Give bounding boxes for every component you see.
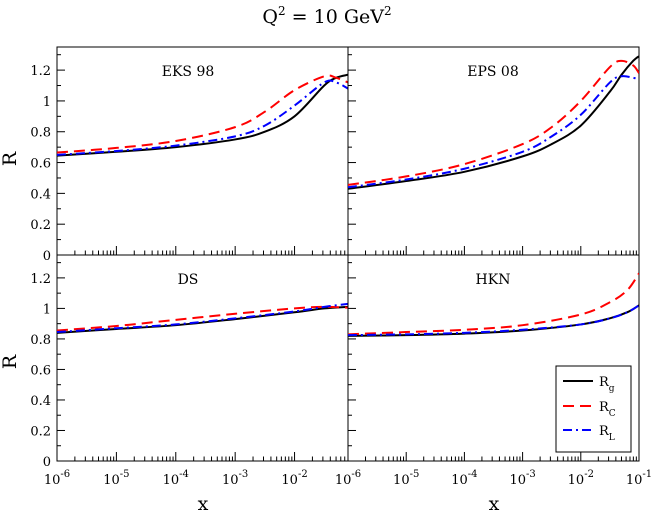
y-tick-label: 1.2 [30, 272, 51, 287]
x-axis-title-right: x [489, 493, 500, 514]
chart-title: Q2 = 10 GeV2 [262, 4, 391, 28]
title-gev-exponent: 2 [384, 4, 392, 18]
legend-box [555, 365, 632, 453]
y-tick-label: 0.6 [30, 363, 51, 378]
y-tick-label: 0.2 [30, 218, 51, 233]
panel-label: EPS 08 [467, 64, 519, 80]
curves-group [57, 302, 348, 334]
x-tick-exponent: -6 [351, 469, 361, 480]
series-line-rl [57, 79, 348, 156]
y-tick-label: 0.8 [30, 333, 51, 348]
y-axis-title-bottom: R [0, 354, 21, 369]
series-line-rc [57, 74, 348, 154]
title-q: Q [262, 6, 278, 28]
series-line-rg [348, 304, 639, 337]
panel-label: HKN [476, 272, 511, 288]
panel-label: EKS 98 [162, 64, 215, 80]
x-tick-base: 10 [568, 473, 585, 488]
curves-group [57, 73, 348, 157]
y-tick-label: 0.6 [30, 157, 51, 172]
legend-label-rl: RL [599, 424, 615, 443]
x-tick-exponent: -3 [526, 469, 536, 480]
y-tick-label: 0.2 [30, 424, 51, 439]
x-tick-label-right: 10-3 [509, 469, 535, 488]
series-line-rl [348, 304, 639, 337]
legend-label-rc: RC [599, 400, 616, 419]
legend-label-subscript: L [609, 433, 615, 443]
series-line-rg [348, 55, 639, 190]
x-tick-base: 10 [103, 473, 120, 488]
y-tick-label: 0.4 [30, 394, 51, 409]
y-tick-label: 1 [43, 95, 51, 110]
legend-label-base: R [599, 424, 610, 439]
y-axis-title-top: R [0, 151, 21, 166]
legend-label-subscript: C [609, 409, 616, 419]
series-line-rg [57, 73, 348, 157]
series-line-rc [57, 305, 348, 332]
panel-ds: DS [56, 254, 349, 462]
x-tick-exponent: -4 [468, 469, 478, 480]
series-line-rl [348, 75, 639, 189]
panel-eks-98: EKS 98 [56, 46, 349, 256]
panel-frame [347, 254, 640, 462]
x-tick-label-left: 10-6 [44, 469, 70, 488]
x-tick-base: 10 [393, 473, 410, 488]
panel-eps-08: EPS 08 [347, 46, 640, 256]
x-tick-base: 10 [163, 473, 180, 488]
panel-label: DS [178, 272, 199, 288]
x-tick-base: 10 [509, 473, 526, 488]
y-tick-label: 0 [43, 455, 51, 470]
x-tick-label-left: 10-4 [163, 469, 189, 488]
legend-label-rg: Rg [599, 375, 615, 394]
series-line-rl [57, 302, 348, 334]
y-tick-label: 0 [43, 249, 51, 264]
x-axis-title-left: x [198, 493, 209, 514]
y-tick-label: 0.4 [30, 187, 51, 202]
x-tick-label-right: 10-4 [451, 469, 477, 488]
y-tick-label: 0.8 [30, 126, 51, 141]
y-tick-label: 1.2 [30, 64, 51, 79]
x-tick-exponent: -2 [584, 469, 594, 480]
curves-group [348, 55, 639, 190]
x-tick-base: 10 [335, 473, 352, 488]
axis-labels-group: 00.20.40.60.811.200.20.40.60.811.210-6 10… [0, 64, 652, 514]
series-line-rc [348, 59, 639, 186]
series-line-rc [348, 272, 639, 336]
x-tick-exponent: -6 [60, 469, 70, 480]
x-tick-exponent: -4 [179, 469, 189, 480]
x-tick-exponent: -5 [120, 469, 130, 480]
x-tick-exponent: -2 [298, 469, 308, 480]
curves-group [348, 272, 639, 337]
x-tick-base: 10 [281, 473, 298, 488]
title-equals: = 10 GeV [286, 6, 385, 28]
x-tick-label-left: 10-5 [103, 469, 129, 488]
x-tick-label-right: 10-2 [568, 469, 594, 488]
x-tick-exponent: -5 [410, 469, 420, 480]
x-tick-base: 10 [451, 473, 468, 488]
x-tick-base: 10 [626, 473, 643, 488]
x-tick-base: 10 [44, 473, 61, 488]
legend-label-base: R [599, 400, 610, 415]
x-tick-label-left: 10-2 [281, 469, 307, 488]
panel-hkn: HKN [347, 254, 640, 462]
x-tick-label-right: 10-1 [626, 469, 652, 488]
x-tick-base: 10 [222, 473, 239, 488]
x-tick-label-right: 10-6 [335, 469, 361, 488]
title-q-exponent: 2 [278, 4, 286, 18]
y-tick-label: 1 [43, 302, 51, 317]
panel-frame [56, 254, 349, 462]
legend-label-base: R [599, 375, 610, 390]
x-tick-label-left: 10-3 [222, 469, 248, 488]
panels-group: EKS 98 EPS 08 DS HKN [56, 46, 640, 462]
legend-label-subscript: g [609, 384, 615, 394]
x-tick-exponent: -3 [239, 469, 249, 480]
x-tick-exponent: -1 [642, 469, 652, 480]
x-tick-label-right: 10-5 [393, 469, 419, 488]
